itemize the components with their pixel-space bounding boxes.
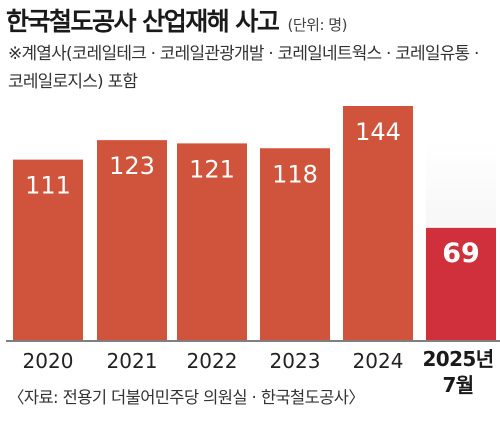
x-tick-label: 2020 (23, 349, 74, 373)
chart-title: 한국철도공사 산업재해 사고 (6, 7, 280, 36)
source-note: 〈자료: 전용기 더불어민주당 의원실 · 한국철도공사〉 (8, 388, 365, 407)
bar (260, 148, 330, 340)
bars-group: 111 123 121 118 144 69 (13, 106, 496, 340)
x-tick-label: 2024 (353, 349, 404, 373)
chart-note: ※계열사(코레일테크 · 코레일관광개발 · 코레일네트웍스 · 코레일유통 ·… (8, 44, 479, 92)
bar-value-label: 69 (442, 238, 480, 269)
bar (97, 140, 167, 340)
x-tick-label: 2022 (187, 349, 238, 373)
bar (13, 159, 83, 340)
title-row: 한국철도공사 산업재해 사고 (단위: 명) (6, 2, 494, 38)
unit-label: (단위: 명) (287, 16, 348, 34)
bar-value-label: 121 (189, 155, 235, 183)
x-axis-labels: 2020 2021 2022 2023 2024 (23, 349, 404, 373)
bar-value-label: 118 (272, 160, 318, 188)
bar (177, 143, 247, 340)
bar (426, 227, 496, 340)
bar-value-label: 111 (25, 172, 71, 200)
x-tick-label: 2021 (107, 349, 158, 373)
bar-value-label: 144 (355, 118, 401, 146)
x-tick-label: 2023 (270, 349, 321, 373)
x-tick-label: 2025년 7월 (422, 347, 494, 397)
bar (343, 106, 413, 340)
bar-value-label: 123 (109, 152, 155, 180)
